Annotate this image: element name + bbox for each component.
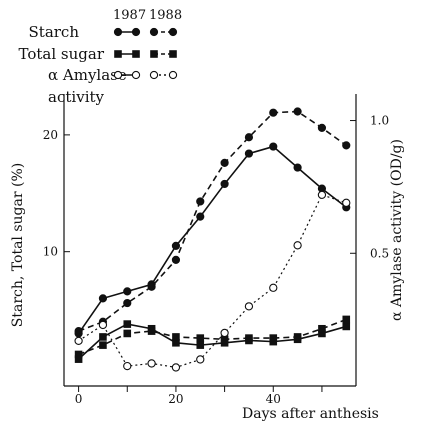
legend-amylase-label-line2: activity [48,88,104,106]
data-point [196,341,205,349]
data-point [220,179,229,189]
legend-year-1987: 1987 [113,8,146,23]
series-layer [74,107,351,372]
data-point [98,294,108,303]
legend-marker [131,27,141,37]
data-point [147,359,156,368]
data-point [74,336,83,346]
data-point [244,133,254,142]
data-point [171,241,181,250]
data-point [123,329,132,338]
data-point [172,338,180,347]
data-point [293,107,302,116]
data-point [342,322,351,331]
data-point [147,327,156,335]
y-right-tick-label: 1.0 [370,114,389,128]
data-point [74,355,83,363]
data-point [99,341,107,349]
series-line [78,194,347,369]
legend-year-1988: 1988 [149,8,182,23]
data-point [269,142,278,151]
series-total-sugar-1987 [74,320,351,363]
data-point [171,255,181,264]
legend-marker [149,70,159,80]
legend-marker [169,50,177,58]
data-point [269,108,278,117]
data-point [172,333,180,341]
data-point [318,329,326,338]
axes: 0 20 40 10 20 0.5 1.0 [43,94,389,406]
x-axis-title: Days after anthesis [242,406,379,422]
legend-marker [114,50,122,58]
data-point [293,163,302,172]
data-point [99,333,107,341]
legend-symbol-row [113,70,178,80]
data-point [269,283,278,292]
legend-symbols [113,27,178,80]
x-tick-label: 20 [168,392,183,406]
data-point [196,212,205,221]
data-point [342,141,351,150]
y-right-axis-title: α Amylase activity (OD/g) [389,139,405,321]
data-point [293,241,302,250]
series-line [77,145,347,334]
y-left-tick-label: 10 [43,245,58,259]
data-point [220,158,229,168]
data-point [123,287,132,296]
legend-marker [168,70,178,80]
series--amylase-activity [74,190,351,372]
series-starch-1988 [74,107,351,336]
data-point [244,149,254,158]
data-point [74,327,83,336]
legend-marker [132,50,140,58]
data-point [342,315,351,324]
data-point [171,363,181,372]
data-point [220,328,229,338]
y-right-tick-label: 0.5 [370,246,389,260]
legend-marker [150,50,158,58]
series-line [78,110,347,332]
y-left-axis-title: Starch, Total sugar (%) [10,163,26,327]
data-point [123,320,132,328]
data-point [317,123,327,132]
legend-marker [113,27,123,37]
legend-marker [168,27,178,37]
x-tick-label: 40 [266,392,281,406]
legend: 1987 1988 Starch Total sugar α Amylase a… [19,8,183,106]
legend-marker [113,70,123,80]
data-point [196,355,205,364]
data-point [245,334,253,342]
legend-marker [131,70,141,80]
data-point [74,350,83,359]
data-point [123,298,132,308]
data-point [196,334,205,342]
data-point [293,333,302,341]
data-point [269,334,278,342]
y-left-tick-label: 20 [43,128,58,142]
legend-symbol-row [114,50,177,58]
legend-total-sugar-label: Total sugar [19,45,105,63]
legend-amylase-label: α Amylase [48,66,127,84]
series-line [78,323,347,360]
legend-symbol-row [113,27,178,37]
data-point [317,190,327,200]
x-tick-label: 0 [75,392,83,406]
data-point [318,324,326,333]
legend-marker [149,27,159,37]
data-point [123,361,132,371]
data-point [220,335,229,344]
data-point [244,302,254,311]
data-point [196,197,205,206]
data-point [342,198,351,207]
legend-starch-label: Starch [29,23,80,41]
data-point [147,282,156,291]
series-total-sugar-1988 [74,315,351,359]
series-starch-1987 [74,142,351,338]
data-point [98,320,108,330]
